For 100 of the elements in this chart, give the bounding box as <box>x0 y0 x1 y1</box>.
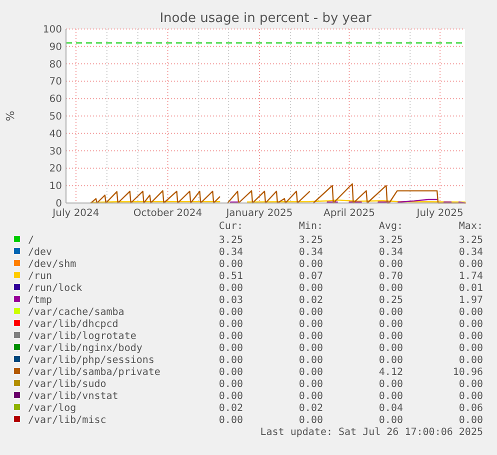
x-tick-label: July 2024 <box>52 208 100 219</box>
x-tick-label: April 2025 <box>324 208 376 219</box>
text: 3.25 <box>458 235 483 246</box>
text: 0.00 <box>218 331 243 342</box>
text: 3.25 <box>378 235 403 246</box>
text: 0.00 <box>458 331 483 342</box>
legend-label: /run <box>28 271 52 282</box>
legend-label: /var/lib/nginx/body <box>28 343 142 354</box>
y-tick-label: 50 <box>49 112 62 122</box>
text: 0.00 <box>378 379 403 390</box>
x-tick-label: January 2025 <box>225 208 293 219</box>
text: 0.00 <box>298 379 323 390</box>
text: 3.25 <box>298 235 323 246</box>
y-tick-label: 90 <box>49 42 62 53</box>
text: 0.00 <box>458 259 483 270</box>
text: 0.00 <box>298 343 323 354</box>
text: 0.00 <box>378 307 403 318</box>
legend-label: /var/log <box>28 403 76 414</box>
text: 0.00 <box>218 379 243 390</box>
text: 0.00 <box>298 391 323 402</box>
legend-label: /var/lib/logrotate <box>28 331 136 342</box>
text: 1.97 <box>458 295 483 306</box>
text: 0.00 <box>218 355 243 366</box>
x-tick-label: July 2025 <box>416 208 464 219</box>
text: 0.00 <box>298 331 323 342</box>
text: 0.00 <box>378 415 403 426</box>
text: Max: <box>458 221 483 232</box>
text: 0.00 <box>218 283 243 294</box>
text: 0.00 <box>378 355 403 366</box>
y-tick-label: 10 <box>49 181 62 192</box>
legend-label: /var/lib/misc <box>28 415 106 426</box>
text: 0.00 <box>458 319 483 330</box>
text: 0.00 <box>218 319 243 330</box>
legend-label: /run/lock <box>28 283 82 294</box>
y-axis-title: % <box>4 110 17 122</box>
text: 0.34 <box>378 247 403 258</box>
text: 0.03 <box>218 295 243 306</box>
x-tick-label: October 2024 <box>133 208 202 219</box>
text: 0.00 <box>218 343 243 354</box>
text: 0.00 <box>458 379 483 390</box>
text: 0.00 <box>298 319 323 330</box>
y-tick-label: 40 <box>49 128 62 140</box>
text: 0.00 <box>298 415 323 426</box>
legend-label: /var/lib/sudo <box>28 379 106 390</box>
y-tick-label: 60 <box>49 94 62 106</box>
text: 0.00 <box>298 259 323 270</box>
legend-label: /tmp <box>28 295 52 306</box>
chart-title: Inode usage in percent - by year <box>160 11 372 26</box>
y-tick-label: 100 <box>42 24 62 36</box>
text: 1.74 <box>458 271 483 282</box>
text: 10.96 <box>452 367 483 378</box>
text: 0.00 <box>378 259 403 270</box>
text: 0.00 <box>458 355 483 366</box>
text: 0.02 <box>298 295 323 306</box>
text: 0.00 <box>218 391 243 402</box>
text: 0.00 <box>298 367 323 378</box>
text: 0.00 <box>298 283 323 294</box>
text: 0.07 <box>298 271 323 282</box>
legend-label: /var/lib/samba/private <box>28 367 160 378</box>
y-tick-label: 0 <box>56 198 62 210</box>
text: 0.00 <box>218 415 243 426</box>
text: Min: <box>298 221 323 232</box>
text: Cur: <box>218 221 243 232</box>
legend-label: /var/lib/php/sessions <box>28 355 154 366</box>
y-tick-label: 20 <box>49 164 62 175</box>
legend-label: /var/lib/dhcpcd <box>28 319 118 330</box>
legend-label: /var/cache/samba <box>28 307 124 318</box>
y-tick-label: 30 <box>49 146 62 158</box>
text: Avg: <box>378 221 403 232</box>
text: 0.02 <box>218 403 243 414</box>
text: 0.00 <box>218 307 243 318</box>
text: 0.00 <box>378 343 403 354</box>
text: 0.04 <box>378 403 403 414</box>
text: 4.12 <box>378 367 403 378</box>
legend-label: /dev <box>28 247 52 258</box>
legend-label: /dev/shm <box>28 259 76 270</box>
text: 0.00 <box>458 391 483 402</box>
text: 0.00 <box>298 307 323 318</box>
text: 0.51 <box>218 271 243 282</box>
text: 0.00 <box>378 283 403 294</box>
text: 0.06 <box>458 403 483 414</box>
text: 0.34 <box>298 247 323 258</box>
text: 0.00 <box>298 355 323 366</box>
text: 0.00 <box>378 319 403 330</box>
text: 0.01 <box>458 283 483 294</box>
legend-label: / <box>28 235 34 246</box>
y-tick-label: 80 <box>49 59 62 70</box>
text: 0.34 <box>218 247 243 258</box>
text: 3.25 <box>218 235 243 246</box>
text: 0.00 <box>378 331 403 342</box>
text: 0.02 <box>298 403 323 414</box>
text: Last update: Sat Jul 26 17:00:06 2025 <box>260 427 483 438</box>
text: 0.25 <box>378 295 403 306</box>
text: 0.00 <box>458 307 483 318</box>
text: 0.00 <box>458 343 483 354</box>
text: 0.00 <box>218 367 243 378</box>
legend-label: /var/lib/vnstat <box>28 391 118 402</box>
text: 0.00 <box>458 415 483 426</box>
text: 0.34 <box>458 247 483 258</box>
text: 0.00 <box>378 391 403 402</box>
